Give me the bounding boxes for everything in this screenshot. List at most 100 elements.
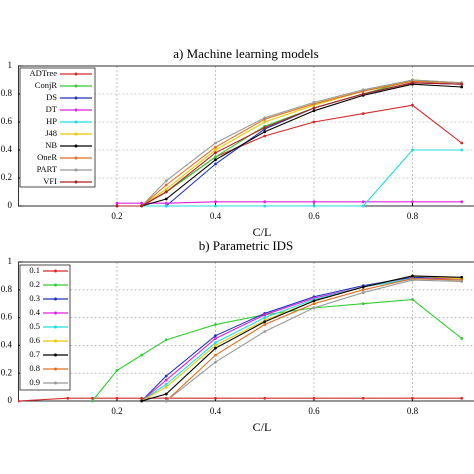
y-tick-label: 1 — [8, 256, 13, 266]
point — [460, 275, 464, 279]
point — [164, 382, 168, 386]
x-tick-label: 0.4 — [210, 211, 222, 221]
point — [312, 204, 316, 208]
point — [411, 148, 414, 152]
point — [460, 200, 464, 204]
legend-marker — [74, 156, 78, 160]
point — [460, 148, 464, 152]
point — [214, 323, 217, 326]
point — [312, 396, 316, 400]
legend-marker — [74, 168, 78, 172]
chart: a) Machine learning models 0 0.2 0.4 0.6 0.8 1… — [1, 46, 474, 239]
chart-title: a) Machine learning models — [173, 46, 318, 61]
point — [312, 109, 316, 113]
chart: b) Parametric IDS 0 0.2 0.4 0.6 0.8 1 0.2 0.4 0.6… — [1, 238, 474, 434]
x-tick-label: 0.8 — [407, 211, 419, 221]
point — [214, 151, 217, 155]
legend-label: DT — [46, 104, 58, 114]
point — [164, 190, 168, 194]
point — [214, 162, 217, 166]
point — [164, 204, 168, 208]
x-tick-label: 0.6 — [308, 406, 320, 416]
point — [263, 323, 267, 326]
point — [140, 399, 144, 403]
point — [460, 85, 464, 89]
point — [263, 396, 267, 400]
point — [361, 396, 365, 400]
y-tick-label: 0.2 — [1, 172, 12, 182]
legend-label: J48 — [45, 128, 57, 138]
y-tick-label: 1 — [8, 60, 13, 70]
x-tick-label: 0.2 — [111, 406, 122, 416]
point — [140, 396, 144, 400]
x-tick-label: 0.4 — [210, 406, 222, 416]
point — [361, 88, 365, 92]
x-axis-label: C/L — [253, 225, 272, 239]
point — [263, 116, 267, 120]
plot-lines — [18, 274, 464, 403]
legend-marker — [54, 325, 57, 329]
chart-title: b) Parametric IDS — [199, 238, 294, 253]
y-tick-label: 0.8 — [1, 284, 13, 294]
point — [460, 396, 464, 400]
y-tick-label: 0.4 — [1, 144, 13, 154]
x-tick-label: 0.2 — [111, 211, 122, 221]
legend-label: NB — [45, 140, 57, 150]
legend-marker — [54, 269, 57, 273]
point — [164, 338, 168, 342]
point — [164, 392, 168, 396]
point — [214, 200, 217, 204]
point — [263, 313, 267, 317]
point — [411, 200, 414, 204]
point — [460, 280, 464, 283]
legend-label: OneR — [37, 152, 57, 162]
legend-marker — [74, 132, 78, 136]
point — [263, 320, 267, 324]
point — [164, 378, 168, 382]
point — [361, 285, 365, 289]
point — [164, 183, 168, 187]
legend-label: 0.8 — [29, 363, 40, 373]
point — [361, 302, 365, 306]
point — [312, 302, 316, 306]
point — [411, 78, 414, 82]
y-tick-label: 0.6 — [1, 312, 13, 322]
point — [214, 337, 217, 340]
point — [214, 204, 217, 208]
point — [460, 82, 464, 86]
point — [263, 200, 267, 204]
series-line — [141, 275, 462, 402]
legend-marker — [54, 339, 57, 343]
legend-marker — [54, 367, 57, 371]
point — [164, 385, 168, 389]
point — [214, 141, 217, 145]
legend-label: 0.5 — [29, 321, 40, 331]
point — [140, 204, 144, 208]
point — [18, 399, 20, 403]
point — [263, 316, 267, 319]
point — [214, 148, 217, 152]
point — [312, 106, 316, 110]
point — [312, 299, 316, 303]
legend-marker — [54, 353, 57, 357]
point — [411, 81, 414, 85]
y-tick-label: 0.2 — [1, 367, 12, 377]
legend-label: ConjR — [35, 80, 58, 90]
legend-marker — [74, 96, 78, 100]
point — [214, 334, 217, 338]
point — [411, 396, 414, 400]
point — [164, 396, 168, 400]
legend: ADTree ConjR DS DT HP J48 NB OneR PART VFI — [19, 67, 96, 188]
legend: 0.1 0.2 0.3 0.4 0.5 0.6 0.7 0.8 0.9 — [19, 264, 71, 391]
legend-marker — [54, 311, 57, 315]
legend-marker — [74, 84, 78, 88]
legend-label: 0.7 — [29, 349, 40, 359]
point — [312, 101, 316, 104]
y-tick-label: 0.6 — [1, 116, 13, 126]
legend-label: ADTree — [29, 68, 57, 78]
point — [411, 103, 414, 107]
point — [361, 291, 365, 294]
plot-lines — [115, 78, 464, 208]
legend-label: 0.9 — [29, 377, 40, 387]
